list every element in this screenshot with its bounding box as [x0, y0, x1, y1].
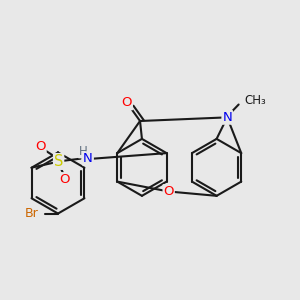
- Text: O: O: [164, 185, 174, 198]
- Text: N: N: [222, 111, 232, 124]
- Text: S: S: [54, 154, 63, 169]
- Text: Br: Br: [24, 207, 38, 220]
- Text: O: O: [60, 173, 70, 186]
- Text: N: N: [83, 152, 93, 165]
- Text: CH₃: CH₃: [244, 94, 266, 107]
- Text: H: H: [79, 145, 88, 158]
- Text: O: O: [35, 140, 46, 153]
- Text: O: O: [122, 97, 132, 110]
